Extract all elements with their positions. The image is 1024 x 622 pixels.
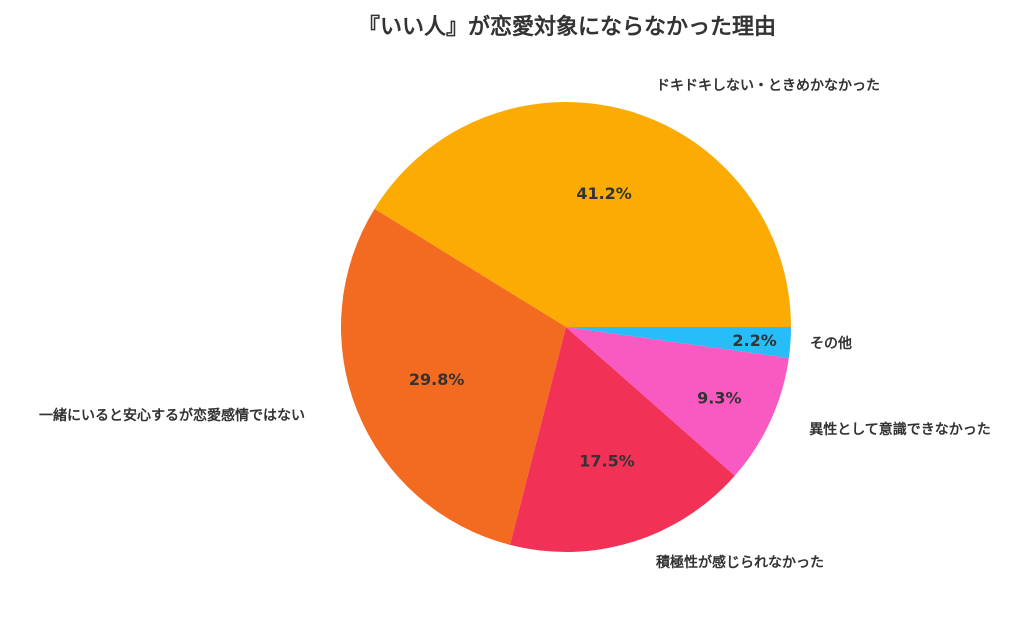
slice-2-wedge xyxy=(341,208,566,545)
slice-1-category-label: ドキドキしない・ときめかなかった xyxy=(656,78,880,94)
slice-5-wedge xyxy=(566,327,791,359)
slice-3-percent-label: 17.5% xyxy=(579,451,635,470)
slice-1-wedge xyxy=(374,102,791,327)
slice-5-category-label: その他 xyxy=(810,335,852,352)
slice-2-category-label: 一緒にいると安心するが恋愛感情ではない xyxy=(39,407,305,424)
slice-1-percent-label: 41.2% xyxy=(576,184,632,203)
pie-slices xyxy=(341,102,791,552)
slice-5-percent-label: 2.2% xyxy=(732,331,776,350)
slice-4-category-label: 異性として意識できなかった xyxy=(809,421,991,438)
slice-4-percent-label: 9.3% xyxy=(697,388,741,407)
slice-3-wedge xyxy=(510,327,735,552)
slice-3-category-label: 積極性が感じられなかった xyxy=(655,554,824,571)
slice-2-percent-label: 29.8% xyxy=(409,370,465,389)
chart-title: 『いい人』が恋愛対象にならなかった理由 xyxy=(358,14,776,40)
slice-4-wedge xyxy=(566,327,789,476)
pie-labels: 41.2% ドキドキしない・ときめかなかった 29.8% 一緒にいると安心するが恋愛感… xyxy=(39,78,991,571)
